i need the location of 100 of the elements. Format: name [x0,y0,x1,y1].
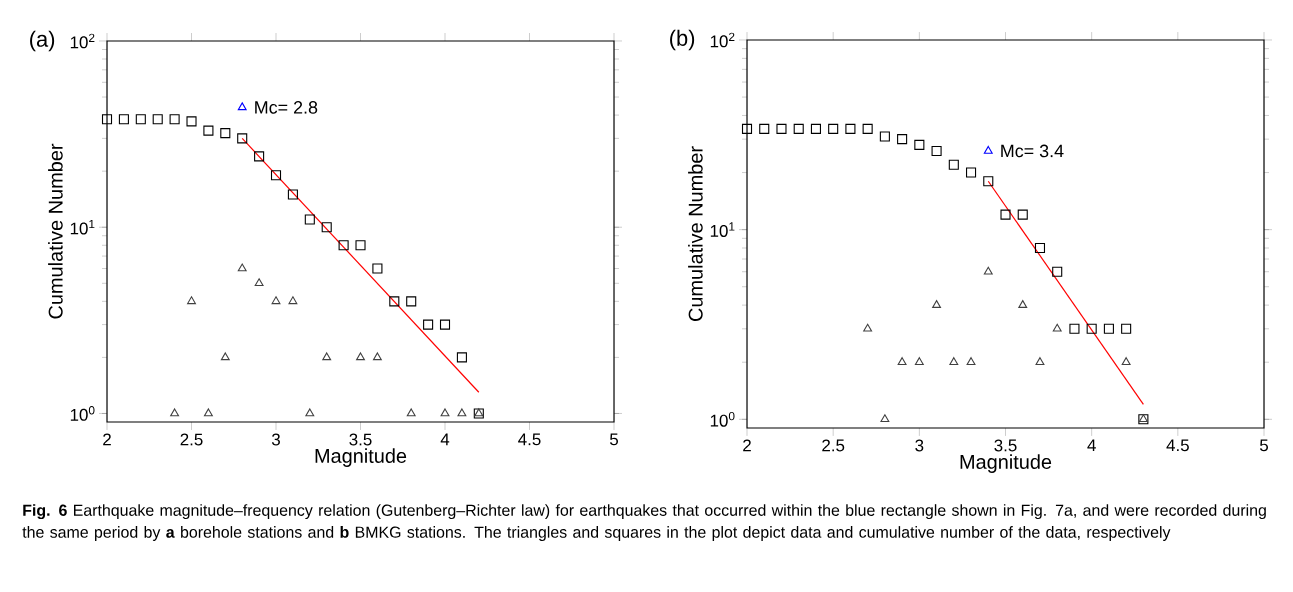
chart-title: (b) [670,29,695,51]
point [1121,323,1132,334]
point [288,296,298,305]
point [237,102,247,111]
point [220,128,231,139]
y-tick-label: 10$^{0}$ [710,411,735,427]
point [203,125,214,136]
point [356,352,365,361]
point [322,352,332,361]
point [355,240,366,251]
point [305,408,315,417]
point [304,214,315,225]
point [1018,300,1028,308]
point [931,145,942,156]
x-tick-label: 3.5 [349,433,372,446]
y-tick-label: 10$^{1}$ [70,219,95,235]
point [287,189,298,200]
point [237,133,248,144]
point [965,167,977,178]
point [1035,357,1045,366]
y-axis-title: Cumulative Number [688,146,703,321]
x-tick-label: 4 [1087,439,1096,452]
y-axis-title: Cumulative Number [48,143,63,319]
point [220,352,230,361]
point [1034,242,1046,254]
point [983,266,993,275]
point [741,123,753,134]
point [389,296,400,307]
point [456,352,467,363]
x-tick-label: 2 [743,439,751,452]
point [776,123,787,134]
x-tick-label: 3 [271,433,280,446]
point [372,352,382,361]
point [879,131,890,142]
point [759,123,770,134]
point [169,114,180,125]
x-tick-label: 2 [103,433,111,446]
point [406,408,416,417]
x-tick-label: 4.5 [1166,439,1189,452]
y-tick-label: 10$^{2}$ [70,33,95,49]
x-tick-label: 5 [1259,439,1268,452]
y-tick-label: 10$^{2}$ [710,32,735,48]
point [914,139,925,150]
x-tick-label: 5 [609,433,619,446]
point [270,170,282,181]
point [1052,266,1063,277]
x-tick-label: 3.5 [994,439,1017,452]
point [338,240,349,251]
point [1069,323,1080,334]
point [932,300,942,308]
point [793,123,804,134]
point [457,408,467,417]
point [862,123,873,134]
point [186,116,197,127]
point [237,263,247,272]
point [863,323,873,332]
x-tick-label: 3 [915,439,924,452]
chart-title: (a) [30,30,55,52]
point [439,319,451,330]
point [203,408,213,417]
point [948,159,959,170]
x-axis-title: Magnitude [960,454,1052,473]
point [135,114,146,125]
point [1000,209,1011,220]
point [423,319,434,330]
point [254,278,264,287]
point [1052,323,1062,332]
point [1121,357,1131,366]
y-tick-label: 10$^{1}$ [710,222,735,237]
point [321,222,332,233]
x-tick-label: 4 [440,433,450,446]
point [914,357,924,366]
point [845,123,856,134]
x-axis-title: Magnitude [315,448,407,467]
point [187,296,196,305]
text: Fig. 6 Earthquake magnitude–frequency relation (Gutenberg–Richter law) for earthquakes that occurred within the blue rectangle shown in Fig. 7a, and were recorded during the same period by a borehole stations and b BMKG stations. The triangles and squares in the plot depict data and cumulative number of the data, respectively [22,504,1266,541]
point [170,408,180,417]
point [440,408,450,417]
point [254,151,265,162]
point [271,296,281,305]
point [828,123,839,134]
point [152,114,163,125]
x-tick-label: 2.5 [180,433,203,446]
point [118,114,129,125]
point [983,145,993,154]
x-tick-label: 4.5 [518,433,541,446]
point [1086,323,1097,334]
point [372,263,383,274]
y-tick-label: 10$^{0}$ [70,406,95,421]
x-tick-label: 2.5 [822,439,845,452]
point [897,134,908,145]
point [880,414,890,423]
point [101,114,113,125]
point [406,296,417,307]
point [983,176,994,187]
point [897,357,907,366]
point [966,357,976,366]
point [1017,209,1028,220]
point [810,123,821,134]
annotation: Mc= 2.8 [255,101,318,114]
